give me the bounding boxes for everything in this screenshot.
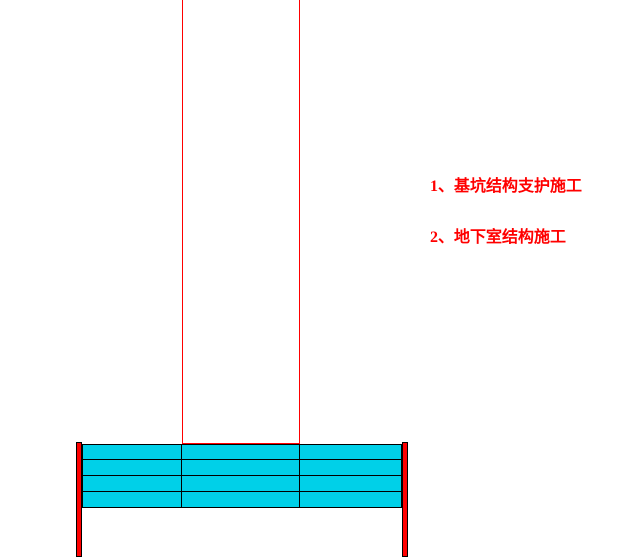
basement-row [82,492,402,508]
step-label: 1、基坑结构支护施工 [430,172,582,196]
basement-cell [300,476,401,491]
retaining-wall-right [402,442,408,557]
basement-row [82,476,402,492]
basement-cell [300,492,401,507]
basement-row [82,460,402,476]
basement-cell [182,445,299,459]
basement-cell [83,460,182,475]
basement-cell [83,445,182,459]
basement-cell [83,476,182,491]
tower-outline [182,0,300,444]
basement-cell [182,460,299,475]
basement-cell [300,460,401,475]
basement-row [82,444,402,460]
basement-cell [182,492,299,507]
basement-cell [182,476,299,491]
step-labels: 1、基坑结构支护施工 2、地下室结构施工 [430,172,582,247]
structure-diagram: 1、基坑结构支护施工 2、地下室结构施工 [0,0,640,558]
basement-cell [83,492,182,507]
basement-cell [300,445,401,459]
step-label: 2、地下室结构施工 [430,223,582,247]
retaining-wall-left [76,442,82,557]
basement-block [82,444,402,508]
